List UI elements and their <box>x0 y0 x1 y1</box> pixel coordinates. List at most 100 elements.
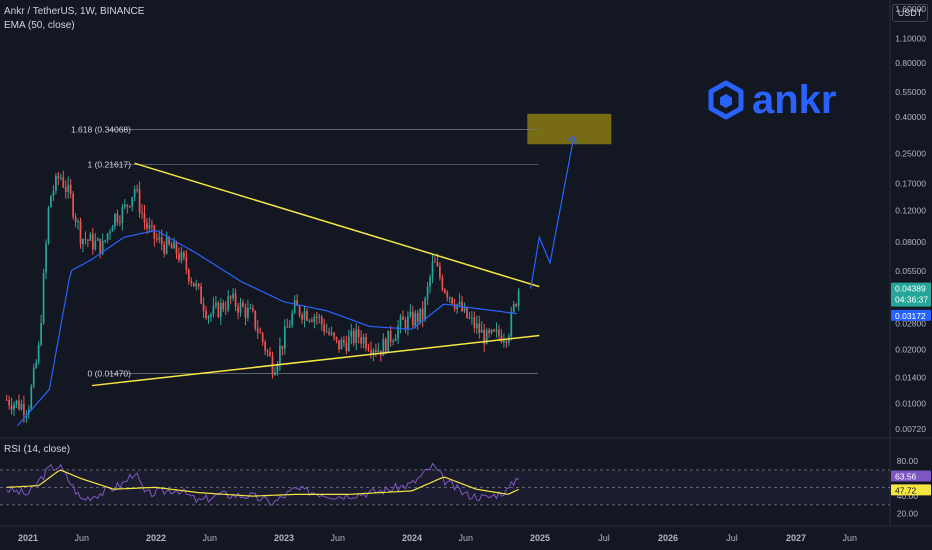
candle-body <box>69 184 72 194</box>
candle-body <box>377 350 380 352</box>
time-tick-label: 2026 <box>658 533 678 543</box>
price-tick-label: 0.08000 <box>895 237 926 247</box>
rsi-legend: RSI (14, close) <box>4 444 71 455</box>
candle-body <box>313 316 316 322</box>
candle-body <box>187 269 190 281</box>
candle-body <box>434 261 436 263</box>
candle-body <box>259 332 262 334</box>
candle-body <box>212 305 215 315</box>
candle-body <box>170 244 173 249</box>
price-tick-label: 1.10000 <box>895 33 926 43</box>
candle-body <box>40 323 42 345</box>
candle-body <box>281 345 284 349</box>
candle-body <box>330 332 333 335</box>
candle-body <box>143 213 146 223</box>
candle-body <box>478 323 481 333</box>
candle-body <box>5 399 8 401</box>
candle-body <box>370 350 372 354</box>
candle-body <box>79 220 82 245</box>
candle-body <box>155 238 158 240</box>
ema-badge-bg <box>891 309 931 321</box>
time-tick-label: 2027 <box>786 533 806 543</box>
candle-body <box>367 348 370 351</box>
candle-body <box>168 237 170 245</box>
candle-body <box>387 330 390 353</box>
time-tick-label: Jun <box>75 533 90 543</box>
candle-body <box>160 237 163 245</box>
currency-button[interactable]: USDT <box>892 4 928 22</box>
time-tick-label: Jun <box>331 533 346 543</box>
candle-body <box>404 319 407 330</box>
candle-body <box>52 190 55 196</box>
candle-body <box>503 340 505 343</box>
candle-body <box>77 220 79 222</box>
trendlines <box>91 162 540 387</box>
price-tick-label: 0.00720 <box>895 424 926 434</box>
candle-body <box>375 350 377 352</box>
candle-body <box>185 257 188 270</box>
time-tick-label: 2021 <box>18 533 38 543</box>
candle-body <box>468 317 471 319</box>
rsi-ma-line <box>6 469 519 497</box>
candle-body <box>448 297 451 299</box>
rsi-ma-badge: 47.72 <box>895 485 917 495</box>
candle-body <box>439 266 441 278</box>
candle-body <box>298 305 301 315</box>
candle-body <box>350 330 353 337</box>
candle-body <box>50 195 52 208</box>
candle-body <box>276 363 279 373</box>
time-tick-label: 2022 <box>146 533 166 543</box>
time-tick-label: 2024 <box>402 533 422 543</box>
candle-body <box>279 345 281 364</box>
candle-body <box>451 297 454 305</box>
candle-body <box>82 239 84 245</box>
price-tick-label: 0.80000 <box>895 58 926 68</box>
price-tick-label: 0.02800 <box>895 319 926 329</box>
candle-body <box>74 216 77 222</box>
candle-body <box>111 226 114 232</box>
fib-label: 0 (0.01470) <box>88 369 132 379</box>
candle-body <box>293 300 296 313</box>
candle-body <box>441 277 444 290</box>
candle-body <box>274 372 276 375</box>
price-badge: 0.04389 <box>895 284 926 294</box>
time-tick-label: 2023 <box>274 533 294 543</box>
chart-title: Ankr / TetherUS, 1W, BINANCE <box>4 6 145 17</box>
price-tick-label: 0.12000 <box>895 205 926 215</box>
candle-body <box>57 175 60 179</box>
rsi-pane <box>0 462 890 506</box>
candle-body <box>237 306 239 313</box>
candle-body <box>264 342 266 351</box>
candle-body <box>67 184 70 192</box>
candle-body <box>505 340 508 343</box>
price-badge-bg <box>891 282 931 307</box>
candle-body <box>126 204 129 207</box>
candle-body <box>311 320 313 322</box>
candle-body <box>109 231 111 234</box>
price-tick-label: 0.02000 <box>895 345 926 355</box>
candle-body <box>42 273 45 324</box>
candle-body <box>165 237 168 254</box>
ema-line <box>16 229 518 427</box>
candle-body <box>30 386 33 410</box>
candle-body <box>424 298 426 320</box>
projection-line <box>530 139 574 289</box>
rsi-tick-label: 20.00 <box>897 509 919 519</box>
time-tick-label: Jul <box>598 533 610 543</box>
candle-body <box>215 302 217 306</box>
candle-body <box>158 237 161 240</box>
candle-body <box>99 238 102 255</box>
candle-body <box>480 329 483 333</box>
candle-body <box>512 304 515 312</box>
candle-body <box>443 289 446 293</box>
candle-body <box>347 336 350 352</box>
candle-body <box>301 314 303 320</box>
candle-body <box>205 310 207 319</box>
candle-body <box>318 317 321 319</box>
candles <box>5 170 520 423</box>
ankr-logo: ankr <box>706 78 837 122</box>
candle-body <box>62 177 65 188</box>
candle-body <box>232 293 234 299</box>
candle-body <box>87 239 89 241</box>
